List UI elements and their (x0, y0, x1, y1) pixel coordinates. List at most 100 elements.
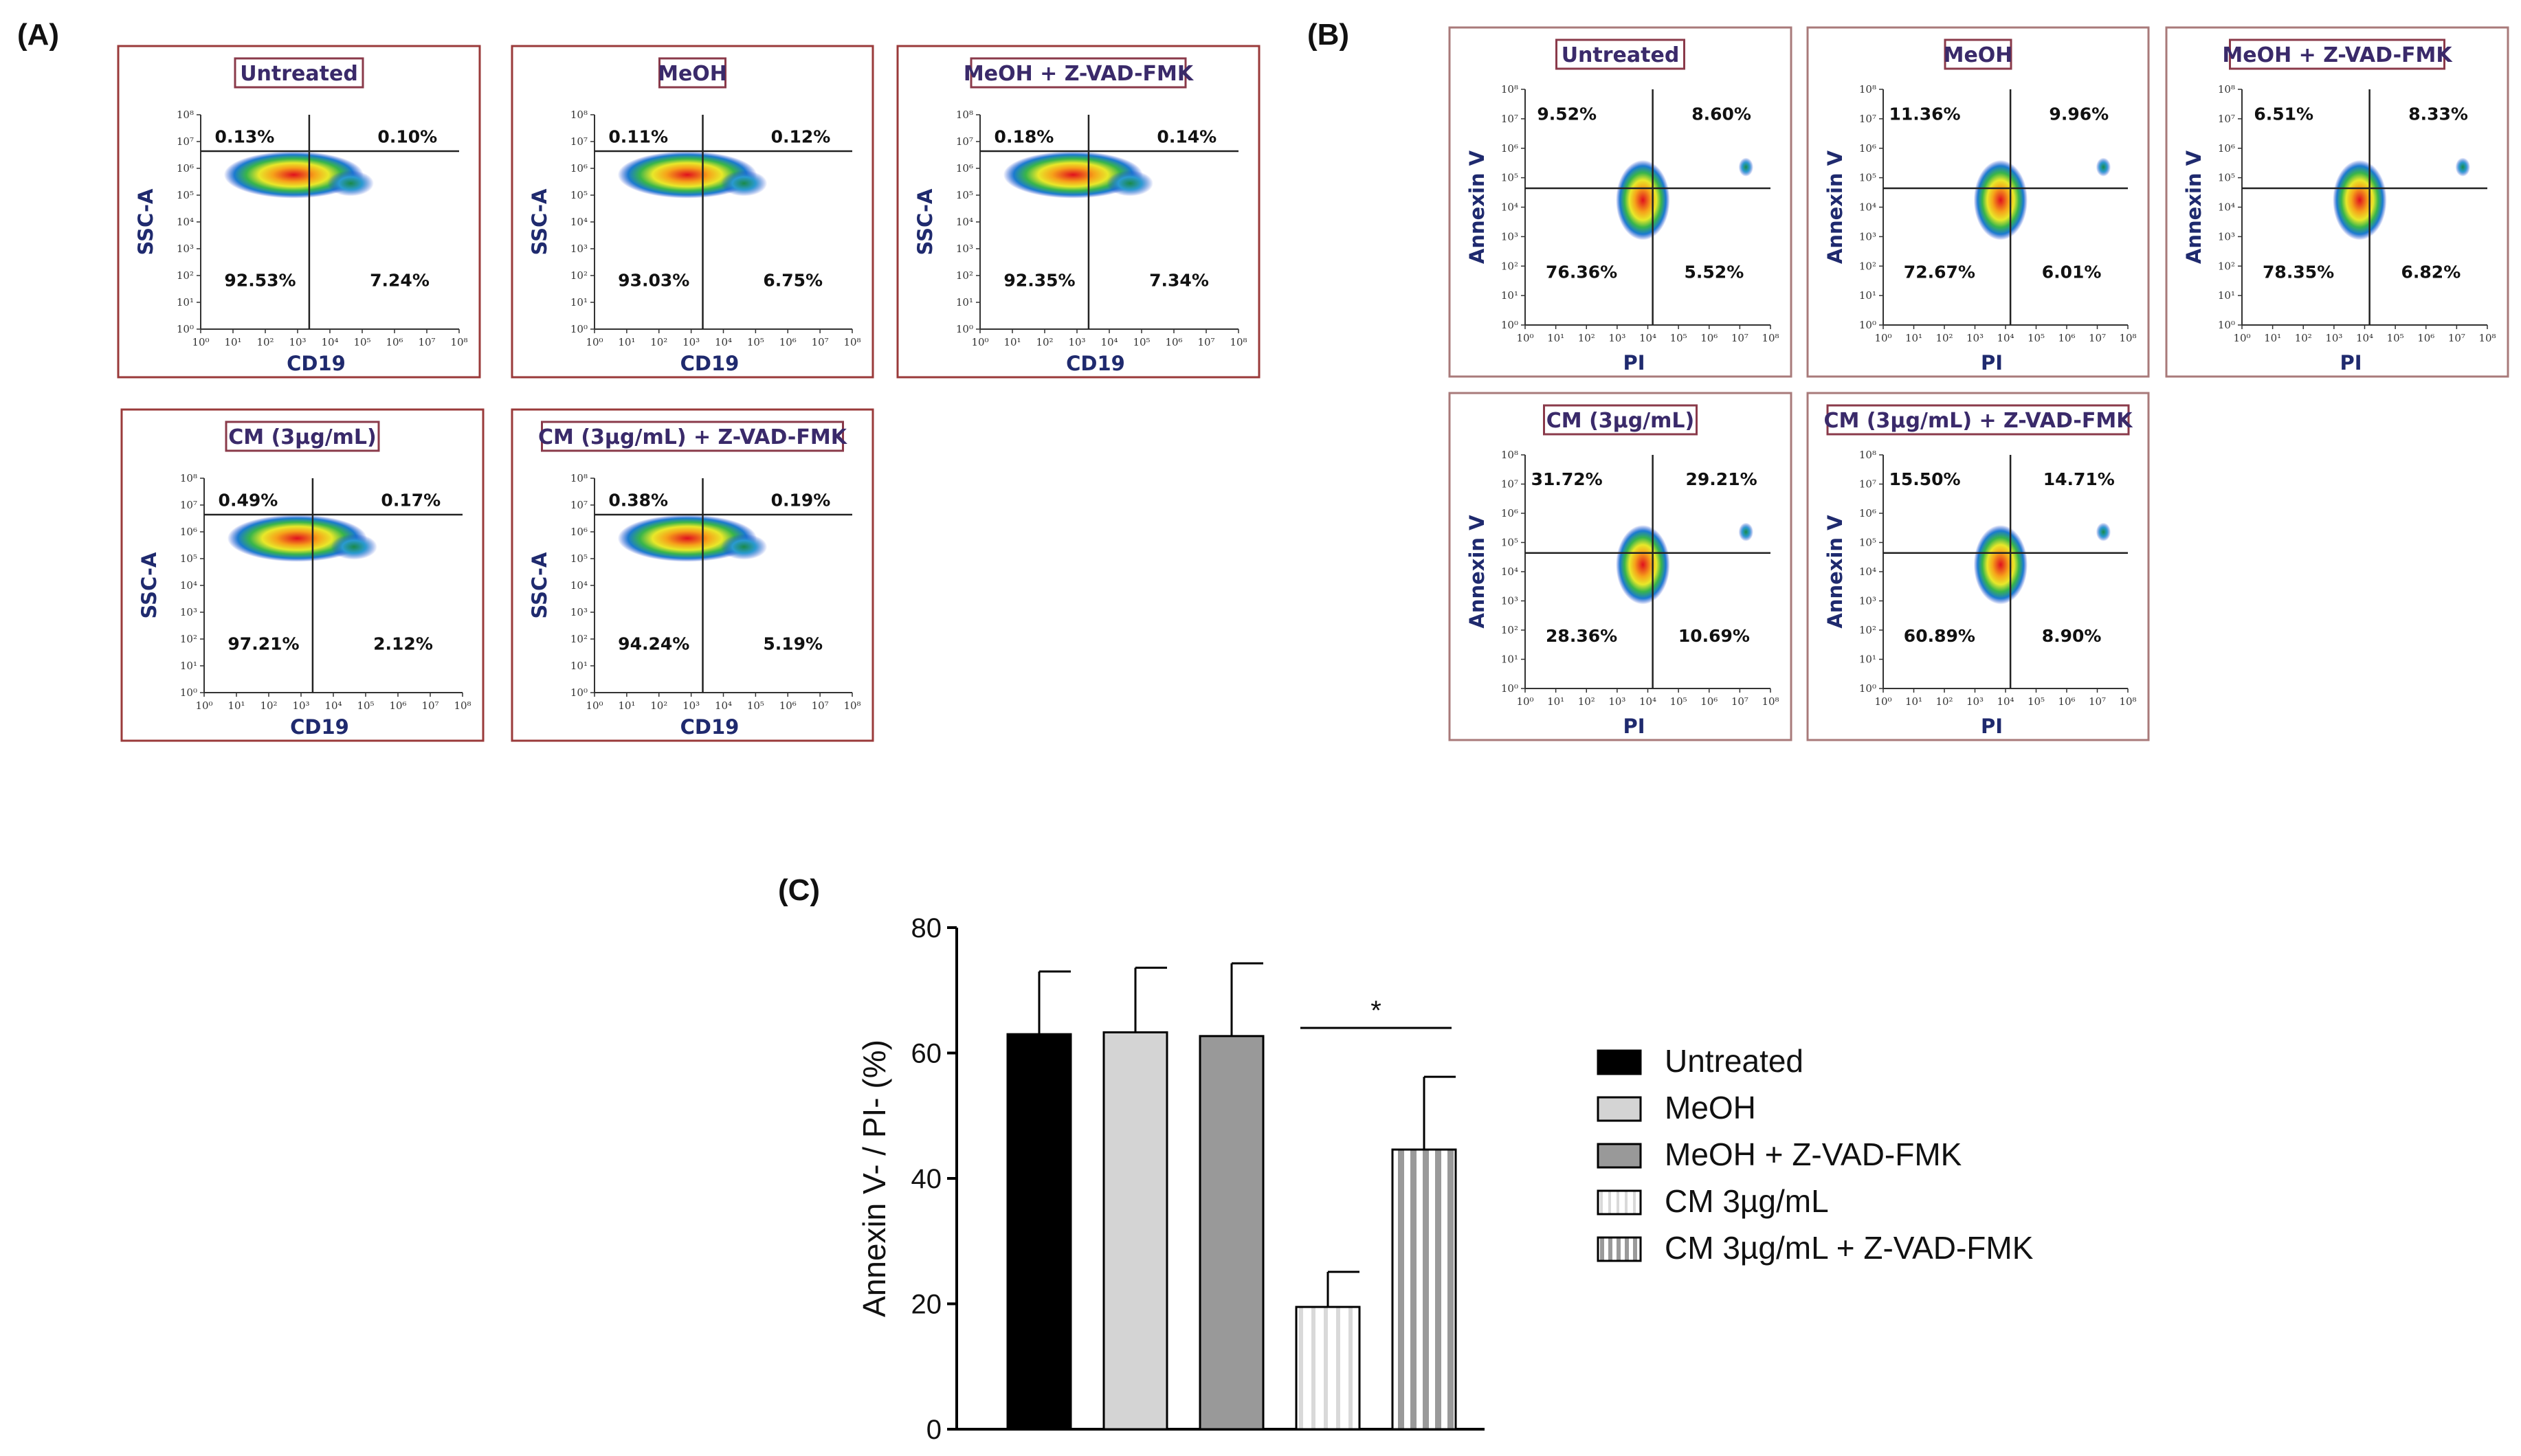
quadrant-lower-right: 8.90% (2042, 626, 2102, 646)
x-tick-label: 10³ (1966, 695, 1984, 708)
y-tick-label: 10⁰ (2218, 319, 2235, 331)
y-tick-label: 10⁰ (180, 686, 197, 699)
y-tick-label: 10⁵ (1501, 537, 1518, 549)
quadrant-lower-left: 28.36% (1546, 626, 1617, 646)
plot-frame (896, 45, 1260, 379)
x-tick-label: 10³ (682, 336, 700, 348)
y-tick-label: 10⁰ (1501, 682, 1518, 695)
density-cloud (1738, 157, 1754, 177)
y-tick-label: 10⁴ (1501, 565, 1518, 578)
y-tick-label: 10¹ (1501, 289, 1518, 302)
y-tick-label: 10¹ (1859, 653, 1876, 666)
y-tick-label: 10⁴ (1501, 201, 1518, 214)
quadrant-lower-left: 92.53% (224, 271, 296, 291)
plot-title-box (658, 57, 726, 89)
x-tick-label: 10⁶ (2058, 332, 2075, 344)
plot-title-box (1826, 404, 2130, 436)
bar-chart: 0 20 40 60 80 Annexin V- / PI- (%) * (856, 913, 1485, 1445)
y-tick-label: 10¹ (2218, 289, 2235, 302)
x-tick-label: 10⁰ (192, 336, 209, 348)
x-tick-label: 10⁵ (353, 336, 370, 348)
x-axis-title: PI (1981, 715, 2003, 738)
y-tick-label: 10³ (1501, 595, 1518, 607)
y-tick-label: 10⁴ (1859, 201, 1876, 214)
x-tick-label: 10⁴ (1997, 332, 2014, 344)
x-tick-label: 10⁵ (1670, 695, 1687, 708)
plot-title-box (234, 57, 364, 89)
x-tick-label: 10¹ (227, 699, 245, 712)
x-tick-label: 10⁴ (321, 336, 338, 348)
y-tick-label: 10³ (177, 243, 194, 255)
y-tick-label: 10⁵ (2218, 172, 2235, 184)
quadrant-upper-left: 0.18% (995, 127, 1054, 147)
legend-swatch (1597, 1143, 1642, 1169)
y-axis-title: SSC-A (528, 188, 551, 255)
y-tick-label: 10⁷ (1859, 478, 1876, 491)
x-tick-label: 10⁸ (1762, 695, 1779, 708)
quadrant-upper-left: 9.52% (1537, 104, 1597, 124)
plot-title: MeOH + Z-VAD-FMK (964, 62, 1195, 86)
x-tick-label: 10² (1935, 332, 1953, 344)
quadrant-upper-right: 9.96% (2049, 104, 2109, 124)
quadrant-lower-left: 97.21% (227, 634, 299, 654)
density-cloud (1973, 159, 2028, 240)
y-tick-label: 10⁶ (570, 526, 588, 538)
plot-title: CM (3µg/mL) (1546, 409, 1695, 433)
x-axis-title: CD19 (290, 715, 349, 739)
y-axis-title: Annexin V (1823, 150, 1847, 264)
density-cloud (1107, 170, 1153, 197)
x-tick-label: 10⁴ (715, 336, 732, 348)
density-cloud (1973, 525, 2028, 605)
x-tick-label: 10² (650, 699, 667, 712)
y-axis-title: Annexin V (1823, 515, 1847, 629)
y-tick-label: 10⁸ (1501, 449, 1518, 461)
y-axis-title: SSC-A (528, 552, 551, 618)
quadrant-upper-left: 6.51% (2254, 104, 2313, 124)
quadrant-upper-right: 8.60% (1691, 104, 1751, 124)
x-tick-label: 10⁵ (2387, 332, 2404, 344)
y-tick-label: 10⁸ (177, 109, 194, 121)
x-axis-title: CD19 (287, 352, 346, 375)
y-tick-label: 10² (177, 269, 194, 282)
x-tick-label: 10⁷ (2089, 332, 2106, 344)
x-tick-label: 10⁷ (2089, 695, 2106, 708)
x-tick-label: 10³ (1966, 332, 1984, 344)
plot-frame (2165, 26, 2509, 378)
y-tick-label: 10³ (570, 606, 588, 618)
y-tick-label: 10⁸ (570, 109, 588, 121)
quadrant-upper-left: 0.38% (608, 491, 668, 511)
y-tick-label: 10¹ (570, 296, 588, 309)
quadrant-lower-right: 6.75% (763, 271, 823, 291)
legend-label: MeOH (1665, 1090, 1756, 1125)
plot-title: MeOH (1944, 43, 2013, 67)
y-tick-label: 10⁵ (570, 189, 588, 201)
y-tick-label: 10⁸ (1501, 83, 1518, 96)
quadrant-lower-right: 7.24% (370, 271, 430, 291)
plot-title: MeOH (658, 62, 727, 86)
density-cloud (327, 170, 374, 197)
x-tick-label: 10⁷ (812, 699, 829, 712)
x-tick-label: 10³ (1608, 332, 1625, 344)
x-tick-label: 10⁵ (2028, 332, 2045, 344)
x-tick-label: 10² (2295, 332, 2312, 344)
flow-panel-a: 10⁰ 10⁰ 10¹ 10¹ 10² 10² 10³ 10³ 10⁴ 10⁴ 10⁵ 10⁵ 10⁶ 1… (117, 45, 1260, 742)
plot-title-box (970, 57, 1187, 89)
x-tick-label: 10² (1935, 695, 1953, 708)
x-tick-label: 10⁴ (1997, 695, 2014, 708)
x-tick-label: 10⁴ (1639, 332, 1656, 344)
x-tick-label: 10⁸ (450, 336, 467, 348)
plot-frame (511, 45, 874, 379)
bar-y-tick-label: 20 (911, 1290, 942, 1320)
density-cloud (1738, 522, 1754, 541)
x-tick-label: 10⁸ (1230, 336, 1247, 348)
y-tick-label: 10⁰ (570, 686, 588, 699)
y-tick-label: 10⁸ (570, 472, 588, 484)
x-tick-label: 10³ (292, 699, 309, 712)
density-cloud (1616, 525, 1670, 605)
bar-y-tick-label: 60 (911, 1039, 942, 1069)
x-tick-label: 10⁵ (2028, 695, 2045, 708)
